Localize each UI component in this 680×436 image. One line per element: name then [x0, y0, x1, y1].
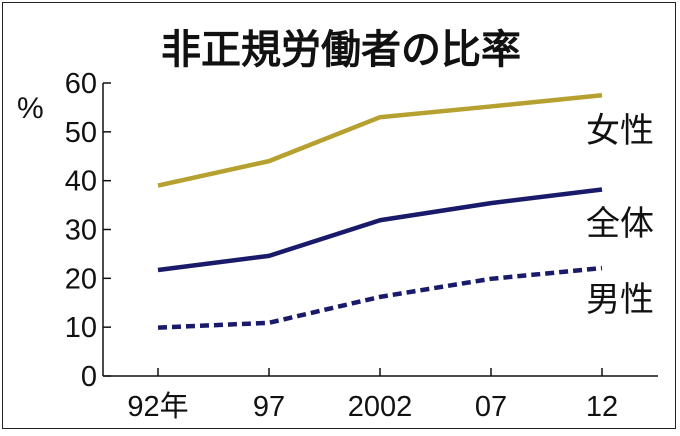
- axes: [103, 83, 658, 376]
- y-axis-unit: %: [17, 92, 44, 125]
- series-line-2: [158, 268, 602, 328]
- series-line-0: [158, 95, 602, 185]
- series-line-1: [158, 189, 602, 270]
- x-tick-labels: 92年 97 2002 07 12: [127, 390, 618, 423]
- x-tick-label: 07: [475, 391, 507, 423]
- y-tick-label: 0: [81, 361, 97, 393]
- y-tick-label: 60: [65, 68, 97, 100]
- x-tick-label: 2002: [348, 391, 413, 423]
- y-tick-label: 40: [65, 166, 97, 198]
- y-tick-label: 30: [65, 215, 97, 247]
- series-label: 全体: [586, 204, 654, 244]
- y-tick-label: 10: [65, 312, 97, 344]
- series-lines: [158, 95, 602, 328]
- y-tick-label: 50: [65, 117, 97, 149]
- y-tick-label: 20: [65, 263, 97, 295]
- x-tick-label: 12: [586, 391, 618, 423]
- y-tick-labels: 0 10 20 30 40 50 60: [65, 68, 97, 393]
- x-tick-label: 92年: [127, 390, 188, 423]
- x-tick-label: 97: [253, 391, 285, 423]
- series-label: 男性: [586, 280, 654, 320]
- chart-title: 非正規労働者の比率: [161, 27, 521, 73]
- series-label: 女性: [586, 111, 654, 151]
